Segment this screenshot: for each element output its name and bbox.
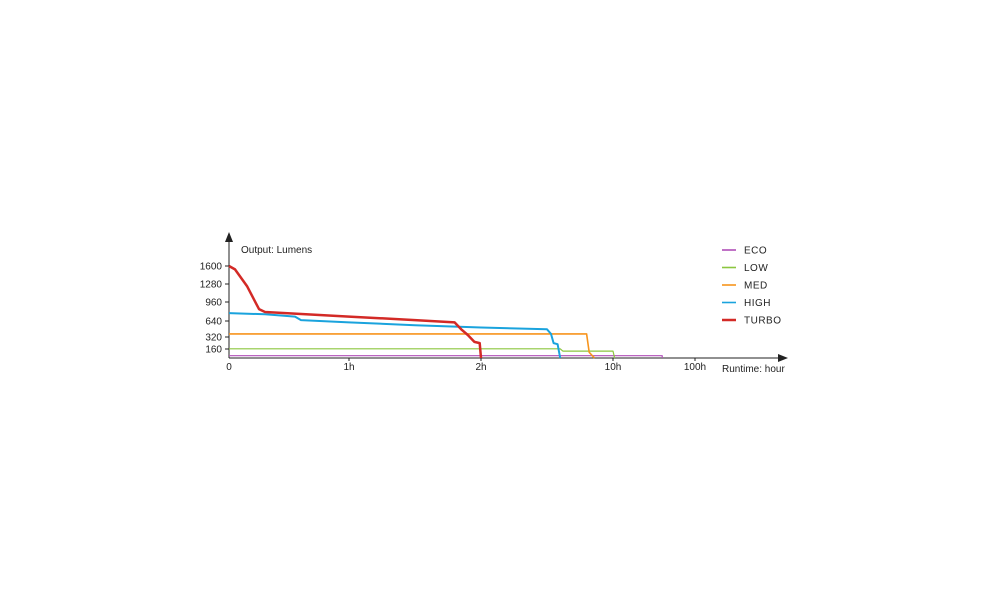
x-axis-title: Runtime: hour bbox=[722, 364, 785, 375]
series-line-turbo bbox=[228, 264, 483, 359]
y-tick-label: 1600 bbox=[200, 262, 223, 273]
legend-label-turbo: TURBO bbox=[744, 316, 782, 327]
legend: ECO LOW MED HIGH TURBO bbox=[722, 246, 782, 327]
y-tick-label: 1280 bbox=[200, 280, 223, 291]
x-tick-label: 1h bbox=[343, 362, 354, 373]
x-tick-label: 0 bbox=[226, 362, 232, 373]
y-axis-title: Output: Lumens bbox=[241, 245, 312, 256]
legend-label-high: HIGH bbox=[744, 298, 771, 309]
x-axis-arrow bbox=[778, 354, 788, 362]
y-tick-label: 960 bbox=[205, 298, 222, 309]
legend-label-med: MED bbox=[744, 281, 768, 292]
legend-label-low: LOW bbox=[744, 263, 768, 274]
y-tick-label: 640 bbox=[205, 317, 222, 328]
series-line-high bbox=[228, 312, 562, 359]
y-axis-arrow bbox=[225, 232, 233, 242]
x-tick-label: 100h bbox=[684, 362, 706, 373]
x-ticks: 0 1h 2h 10h 100h bbox=[226, 358, 706, 373]
y-tick-label: 160 bbox=[205, 345, 222, 356]
legend-label-eco: ECO bbox=[744, 246, 767, 257]
y-tick-label: 320 bbox=[205, 333, 222, 344]
series-line-eco bbox=[229, 355, 663, 358]
series-line-med bbox=[229, 333, 596, 359]
x-tick-label: 10h bbox=[605, 362, 622, 373]
series-line-low bbox=[229, 348, 616, 359]
axes bbox=[225, 232, 788, 362]
x-tick-label: 2h bbox=[475, 362, 486, 373]
plot-area bbox=[228, 264, 663, 359]
